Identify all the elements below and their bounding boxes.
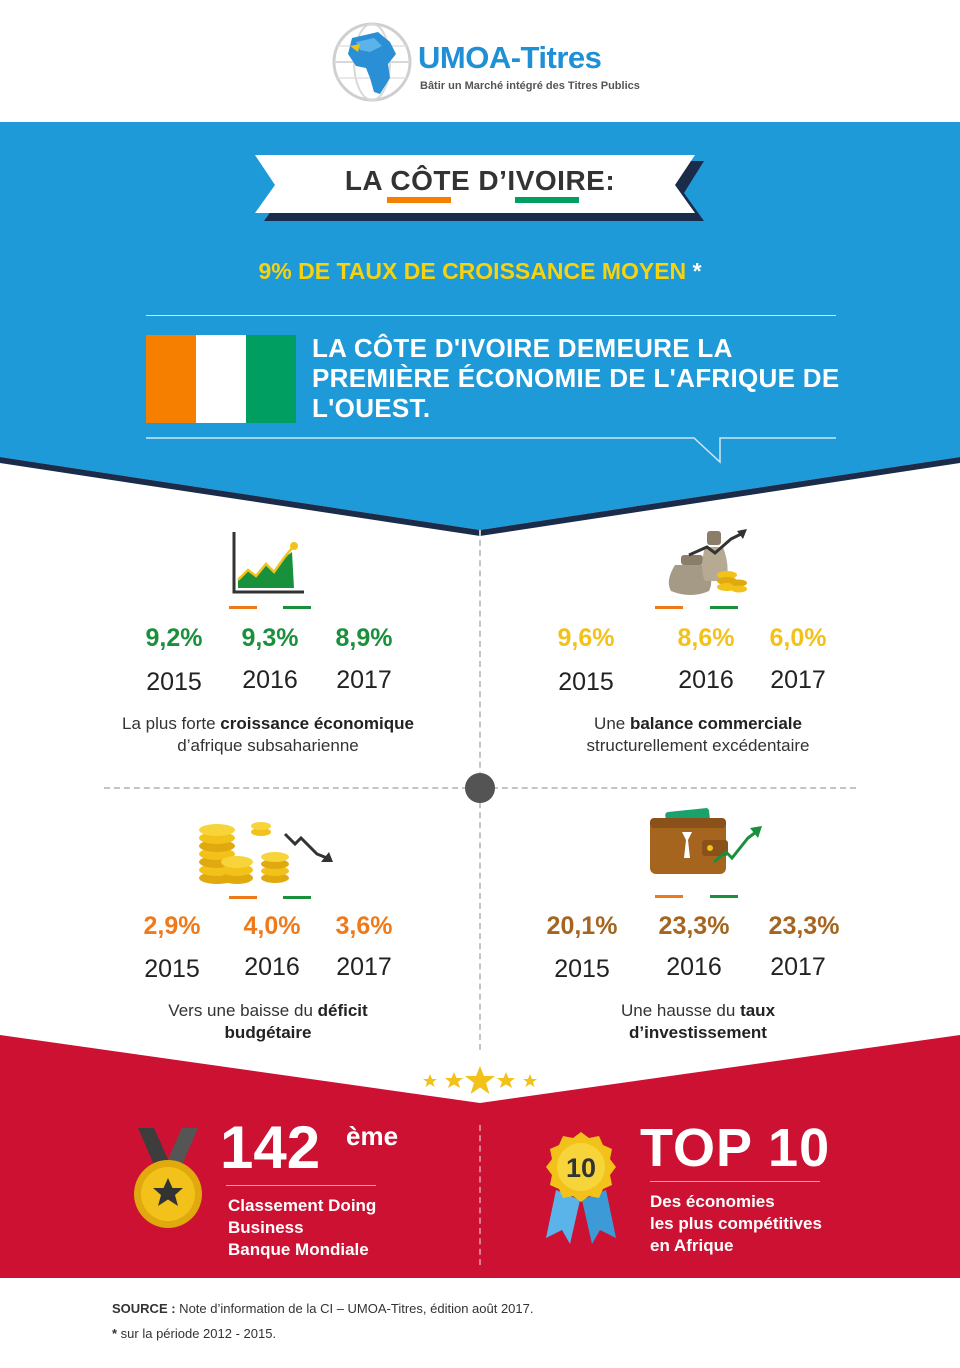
stat-description: Une hausse du taux d’investissement: [620, 1001, 776, 1042]
stat-croissance: 9,2% 9,3% 8,9% 2015 2016 2017 La plus fo…: [48, 530, 488, 770]
awards-divider: [479, 1125, 481, 1265]
value-2015: 9,6%: [557, 624, 615, 652]
top-description: Des économies les plus compétitives en A…: [650, 1192, 822, 1255]
stat-description: Une balance commerciale structurellement…: [586, 714, 810, 755]
stat-investissement: 20,1% 23,3% 23,3% 2015 2016 2017 Une hau…: [486, 808, 926, 1048]
underline-green: [283, 606, 311, 609]
top-rule: [650, 1181, 820, 1182]
awards-background: [0, 1035, 960, 1278]
value-2015: 20,1%: [546, 912, 618, 940]
title-banner: LA CÔTE D’IVOIRE:: [255, 155, 705, 223]
footnote: * sur la période 2012 - 2015.: [112, 1326, 277, 1341]
underline-orange: [655, 606, 683, 609]
rank-description: Classement Doing Business Banque Mondial…: [228, 1196, 377, 1259]
medal-icon: [134, 1128, 202, 1228]
speech-divider: [146, 437, 836, 464]
year-2017: 2017: [336, 666, 392, 694]
hero-section: [0, 122, 960, 562]
underline-green: [710, 606, 738, 609]
year-2017: 2017: [336, 953, 392, 981]
year-2015: 2015: [146, 668, 202, 696]
center-dot: [465, 773, 495, 803]
subtitle: 9% DE TAUX DE CROISSANCE MOYEN *: [0, 258, 960, 285]
subtitle-asterisk: *: [692, 258, 702, 284]
source-note: SOURCE : Note d’information de la CI – U…: [112, 1301, 534, 1316]
value-2016: 9,3%: [241, 624, 299, 652]
underline-green: [710, 895, 738, 898]
year-2016: 2016: [242, 666, 298, 694]
underline-green: [283, 896, 311, 899]
award-ribbon-icon: 10: [546, 1132, 616, 1244]
subtitle-text: 9% DE TAUX DE CROISSANCE MOYEN: [258, 258, 687, 284]
headline: LA CÔTE D'IVOIRE DEMEURE LA PREMIÈRE ÉCO…: [312, 333, 840, 423]
banner-title: LA CÔTE D’IVOIRE:: [344, 165, 616, 196]
value-2015: 2,9%: [143, 912, 201, 940]
coin-stacks-icon: [199, 822, 333, 884]
value-2017: 8,9%: [335, 624, 393, 652]
value-2017: 23,3%: [768, 912, 840, 940]
logo-tagline: Bâtir un Marché intégré des Titres Publi…: [420, 80, 640, 92]
underline-orange: [229, 896, 257, 899]
year-2016: 2016: [666, 953, 722, 981]
growth-chart-icon: [232, 532, 304, 594]
stat-description: Vers une baisse du déficit budgétaire: [168, 1001, 368, 1042]
header: UMOA-Titres Bâtir un Marché intégré des …: [0, 0, 960, 122]
value-2016: 23,3%: [658, 912, 730, 940]
stat-description: La plus forte croissance économique d’af…: [122, 714, 414, 755]
stat-deficit: 2,9% 4,0% 3,6% 2015 2016 2017 Vers une b…: [48, 818, 488, 1048]
top-title: TOP 10: [640, 1118, 831, 1178]
money-bag-icon: [668, 529, 747, 595]
hero-background: [0, 122, 960, 536]
stars-icon: [423, 1066, 537, 1094]
year-2015: 2015: [144, 955, 200, 983]
ivory-coast-flag: [146, 335, 296, 423]
logo-name: UMOA-Titres: [418, 40, 602, 75]
ribbon-number: 10: [566, 1153, 596, 1183]
underline-orange: [655, 895, 683, 898]
rank-number: 142: [220, 1114, 321, 1181]
awards-section: [0, 1035, 960, 1278]
year-2017: 2017: [770, 953, 826, 981]
globe-logo-icon: [332, 22, 412, 102]
year-2015: 2015: [558, 668, 614, 696]
rank-suffix: ème: [346, 1121, 399, 1151]
year-2015: 2015: [554, 955, 610, 983]
value-2015: 9,2%: [145, 624, 203, 652]
divider-rule: [146, 315, 836, 316]
wallet-icon: [650, 808, 762, 874]
stat-balance: 9,6% 8,6% 6,0% 2015 2016 2017 Une balanc…: [486, 525, 926, 765]
value-2017: 3,6%: [335, 912, 393, 940]
value-2016: 4,0%: [243, 912, 301, 940]
year-2017: 2017: [770, 666, 826, 694]
year-2016: 2016: [678, 666, 734, 694]
year-2016: 2016: [244, 953, 300, 981]
value-2017: 6,0%: [769, 624, 827, 652]
rank-rule: [226, 1185, 376, 1186]
underline-orange: [229, 606, 257, 609]
value-2016: 8,6%: [677, 624, 735, 652]
